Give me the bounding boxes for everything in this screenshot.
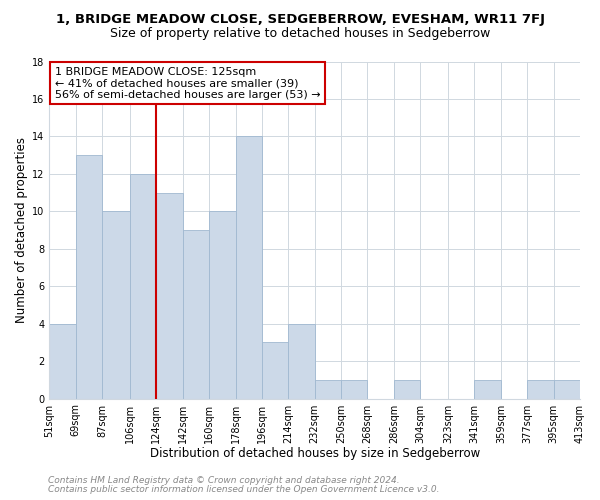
Bar	[102, 212, 130, 398]
Text: Contains HM Land Registry data © Crown copyright and database right 2024.: Contains HM Land Registry data © Crown c…	[48, 476, 400, 485]
Bar	[209, 212, 236, 398]
Bar	[394, 380, 420, 398]
Bar	[76, 155, 102, 398]
Bar	[554, 380, 580, 398]
Bar	[183, 230, 209, 398]
Bar	[315, 380, 341, 398]
Y-axis label: Number of detached properties: Number of detached properties	[15, 137, 28, 323]
Bar	[475, 380, 501, 398]
Text: 1 BRIDGE MEADOW CLOSE: 125sqm
← 41% of detached houses are smaller (39)
56% of s: 1 BRIDGE MEADOW CLOSE: 125sqm ← 41% of d…	[55, 66, 320, 100]
Bar	[236, 136, 262, 398]
Bar	[130, 174, 157, 398]
Bar	[289, 324, 315, 398]
Text: Contains public sector information licensed under the Open Government Licence v3: Contains public sector information licen…	[48, 484, 439, 494]
Text: Size of property relative to detached houses in Sedgeberrow: Size of property relative to detached ho…	[110, 28, 490, 40]
Bar	[341, 380, 367, 398]
Bar	[49, 324, 76, 398]
Text: 1, BRIDGE MEADOW CLOSE, SEDGEBERROW, EVESHAM, WR11 7FJ: 1, BRIDGE MEADOW CLOSE, SEDGEBERROW, EVE…	[56, 12, 545, 26]
X-axis label: Distribution of detached houses by size in Sedgeberrow: Distribution of detached houses by size …	[149, 447, 480, 460]
Bar	[262, 342, 289, 398]
Bar	[157, 192, 183, 398]
Bar	[527, 380, 554, 398]
